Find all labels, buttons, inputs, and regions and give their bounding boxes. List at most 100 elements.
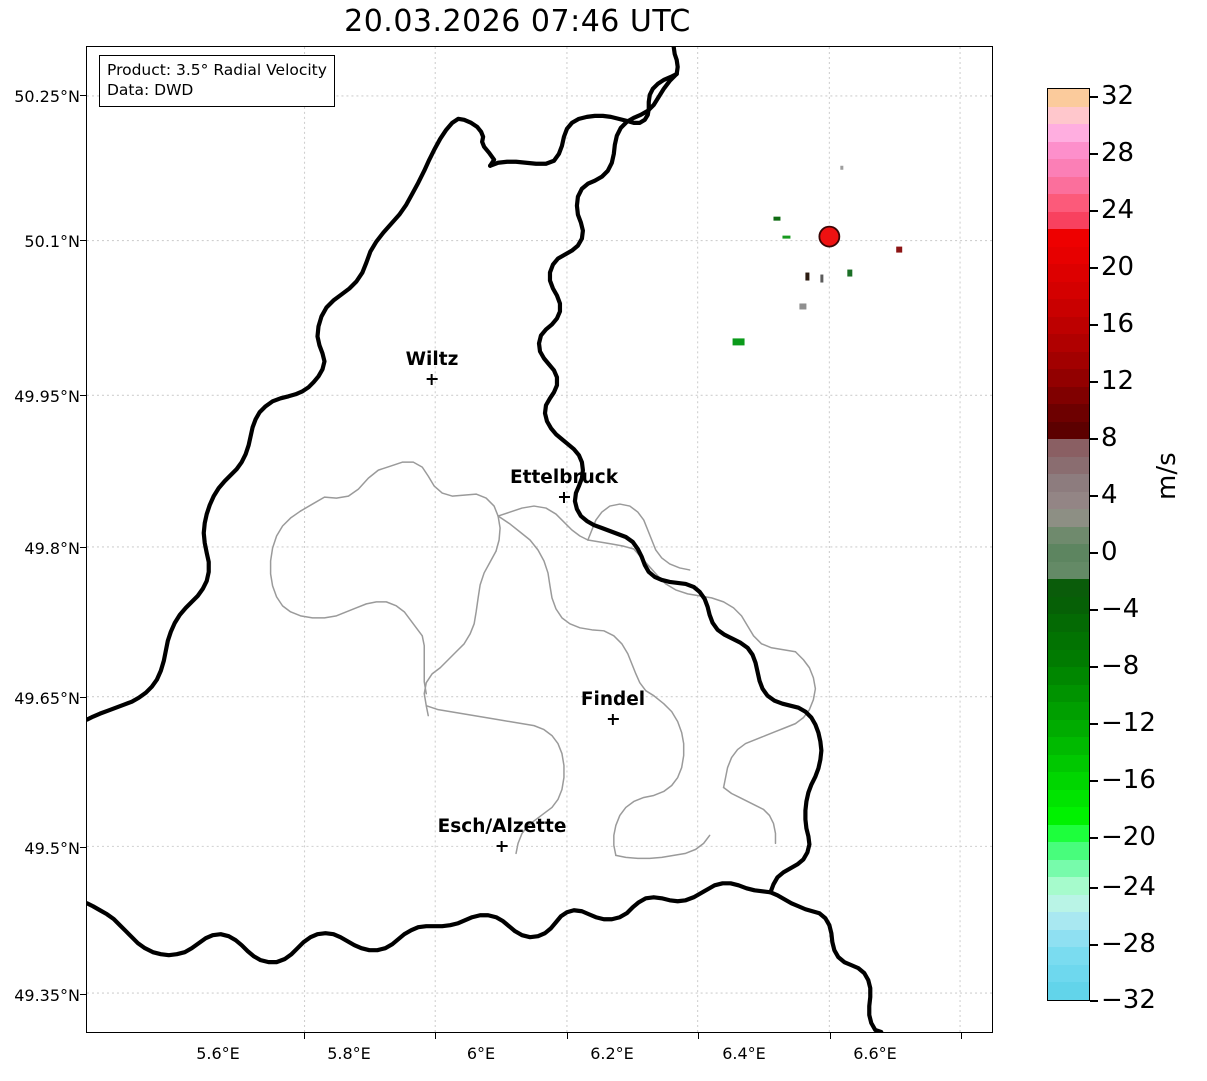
colorbar-band: [1048, 351, 1089, 370]
colorbar-tick-mark: [1090, 495, 1098, 497]
colorbar-tick-label: −20: [1101, 822, 1156, 852]
colorbar-band: [1048, 561, 1089, 580]
radar-echoes: [732, 165, 903, 346]
x-tick-label: 6.2°E: [590, 1044, 634, 1063]
colorbar-tick-label: −32: [1101, 985, 1156, 1015]
colorbar-tick-mark: [1090, 837, 1098, 839]
colorbar-band: [1048, 334, 1089, 352]
colorbar-tick-mark: [1090, 780, 1098, 782]
colorbar-tick-label: 16: [1101, 309, 1135, 339]
colorbar-tick-mark: [1090, 324, 1098, 326]
colorbar-tick-mark: [1090, 381, 1098, 383]
colorbar-band: [1048, 579, 1089, 597]
colorbar-tick-mark: [1090, 887, 1098, 889]
colorbar-band: [1048, 719, 1089, 738]
colorbar-band: [1048, 229, 1089, 247]
colorbar-band: [1048, 842, 1089, 860]
colorbar-band: [1048, 141, 1089, 160]
product-line: Product: 3.5° Radial Velocity: [107, 61, 327, 79]
x-tick-mark: [830, 1033, 832, 1039]
colorbar-band: [1048, 281, 1089, 300]
city-label-findel: Findel: [581, 690, 645, 725]
colorbar-band: [1048, 386, 1089, 405]
colorbar-tick-mark: [1090, 267, 1098, 269]
colorbar-tick-mark: [1090, 723, 1098, 725]
colorbar-tick-mark: [1090, 153, 1098, 155]
map-gridlines: [87, 47, 992, 1032]
colorbar-band: [1048, 211, 1089, 230]
y-tick-label: 49.35°N: [14, 986, 80, 1005]
colorbar-band: [1048, 491, 1089, 510]
y-tick-mark: [80, 847, 86, 849]
y-tick-label: 50.1°N: [24, 232, 80, 251]
y-tick-label: 49.8°N: [24, 539, 80, 558]
colorbar-band: [1048, 456, 1089, 475]
colorbar-tick-label: −12: [1101, 708, 1156, 738]
y-tick-mark: [80, 994, 86, 996]
radar-station-marker: [818, 225, 841, 248]
colorbar-band: [1048, 89, 1089, 107]
city-name: Wiltz: [405, 349, 459, 370]
y-tick-label: 49.95°N: [14, 387, 80, 406]
colorbar-band: [1048, 526, 1089, 545]
map-graphics: [87, 47, 992, 1032]
colorbar-tick-label: 28: [1101, 138, 1135, 168]
colorbar-band: [1048, 947, 1089, 965]
colorbar-tick-mark: [1090, 438, 1098, 440]
y-tick-label: 49.5°N: [24, 839, 80, 858]
colorbar-band: [1048, 124, 1089, 142]
colorbar-band: [1048, 404, 1089, 422]
colorbar-band: [1048, 106, 1089, 125]
y-tick-mark: [80, 95, 86, 97]
colorbar-tick-mark: [1090, 210, 1098, 212]
colorbar-band: [1048, 667, 1089, 685]
colorbar-tick-label: 12: [1101, 366, 1135, 396]
colorbar-band: [1048, 649, 1089, 668]
colorbar-band: [1048, 702, 1089, 720]
x-tick-mark: [961, 1033, 963, 1039]
colorbar-tick-mark: [1090, 944, 1098, 946]
y-tick-label: 49.65°N: [14, 689, 80, 708]
colorbar-band: [1048, 772, 1089, 790]
x-tick-label: 6.6°E: [853, 1044, 897, 1063]
colorbar-band: [1048, 474, 1089, 492]
colorbar-tick-label: −16: [1101, 765, 1156, 795]
colorbar-band: [1048, 544, 1089, 562]
colorbar-band: [1048, 614, 1089, 632]
colorbar-band: [1048, 264, 1089, 282]
x-tick-mark: [435, 1033, 437, 1039]
colorbar-tick-mark: [1090, 1000, 1098, 1002]
colorbar-tick-label: 0: [1101, 537, 1118, 567]
city-name: Esch/Alzette: [437, 816, 567, 837]
colorbar-tick-label: 4: [1101, 480, 1118, 510]
colorbar-tick-label: −8: [1101, 651, 1140, 681]
city-marker-icon: [607, 713, 619, 725]
x-tick-label: 5.6°E: [196, 1044, 240, 1063]
colorbar-band: [1048, 807, 1089, 825]
colorbar-band: [1048, 894, 1089, 913]
product-info-box: Product: 3.5° Radial Velocity Data: DWD: [99, 55, 335, 107]
page-title: 20.03.2026 07:46 UTC: [344, 4, 691, 39]
canton-boundaries: [269, 461, 817, 860]
colorbar-band: [1048, 964, 1089, 983]
colorbar-tick-label: −28: [1101, 929, 1156, 959]
colorbar-tick-label: 8: [1101, 423, 1118, 453]
x-tick-label: 6°E: [466, 1044, 496, 1063]
city-name: Ettelbruck: [509, 467, 619, 488]
colorbar-band: [1048, 929, 1089, 948]
y-tick-mark: [80, 395, 86, 397]
city-label-wiltz: Wiltz: [405, 349, 459, 385]
colorbar[interactable]: [1047, 88, 1090, 1001]
colorbar-band: [1048, 176, 1089, 195]
y-tick-mark: [80, 697, 86, 699]
y-tick-mark: [80, 547, 86, 549]
x-tick-label: 5.8°E: [327, 1044, 371, 1063]
colorbar-band: [1048, 159, 1089, 177]
x-tick-mark: [567, 1033, 569, 1039]
colorbar-band: [1048, 194, 1089, 212]
data-source-line: Data: DWD: [107, 81, 194, 100]
colorbar-axis-label: m/s: [1152, 452, 1182, 500]
radar-map-canvas[interactable]: Product: 3.5° Radial Velocity Data: DWD …: [86, 46, 993, 1033]
colorbar-tick-label: 32: [1101, 81, 1135, 111]
